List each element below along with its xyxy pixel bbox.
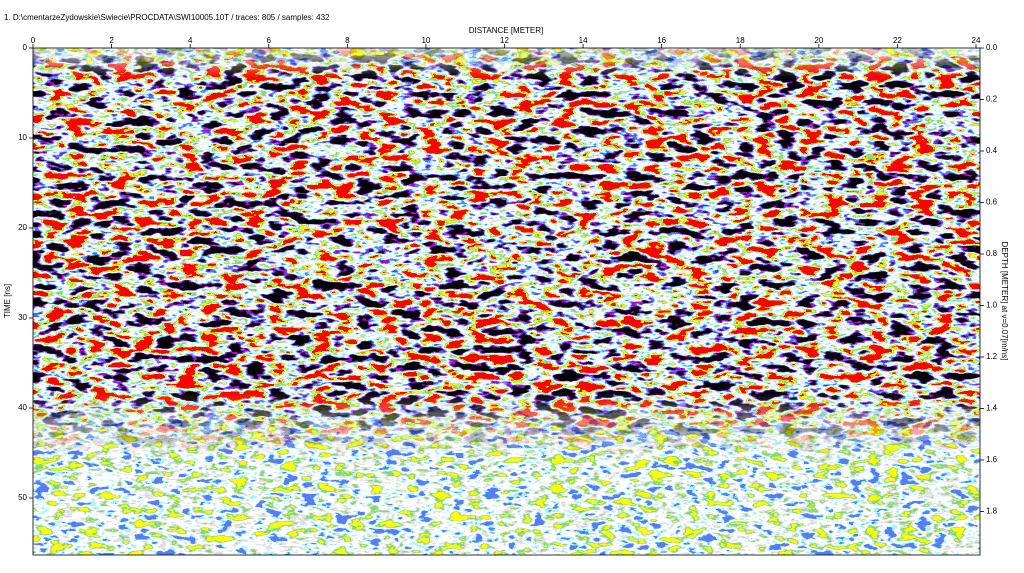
y2-tick-label: 0.8 — [986, 249, 998, 258]
y2-tick-label: 1.4 — [986, 404, 998, 413]
x-tick-label: 14 — [579, 36, 588, 45]
window-title: 1. D:\cmentarzeZydowskie\Swiecie\PROCDAT… — [4, 13, 330, 22]
x-tick-label: 6 — [267, 36, 272, 45]
y2-tick-label: 1.8 — [986, 507, 998, 516]
x-tick-label: 20 — [814, 36, 823, 45]
y-tick-label: 40 — [18, 403, 27, 412]
x-axis-title: DISTANCE [METER] — [469, 26, 544, 35]
y-tick-label: 30 — [18, 313, 27, 322]
y2-tick-label: 1.0 — [986, 301, 998, 310]
y2-tick-label: 0.6 — [986, 198, 998, 207]
y2-tick-label: 1.6 — [986, 455, 998, 464]
x-tick-label: 24 — [972, 36, 981, 45]
x-tick-label: 2 — [109, 36, 114, 45]
x-tick-label: 18 — [736, 36, 745, 45]
x-tick-label: 0 — [31, 36, 36, 45]
x-tick-label: 8 — [345, 36, 350, 45]
x-tick-label: 16 — [657, 36, 666, 45]
y-tick-label: 50 — [18, 493, 27, 502]
radargram-image — [33, 48, 980, 555]
x-tick-label: 4 — [188, 36, 193, 45]
x-tick-label: 12 — [500, 36, 509, 45]
y-tick-label: 20 — [18, 223, 27, 232]
y2-tick-label: 0.0 — [986, 43, 998, 52]
y2-axis-title: DEPTH [METER] at v=0.07[m/ns] — [1000, 242, 1009, 361]
radargram-reflections — [33, 48, 980, 555]
x-tick-label: 22 — [893, 36, 902, 45]
y2-tick-label: 0.2 — [986, 95, 998, 104]
x-tick-label: 10 — [421, 36, 430, 45]
y-tick-label: 10 — [18, 133, 27, 142]
y-tick-label: 0 — [23, 43, 28, 52]
y2-tick-label: 0.4 — [986, 146, 998, 155]
y-axis-title: TIME [ns] — [3, 284, 12, 318]
y2-tick-label: 1.2 — [986, 352, 998, 361]
plot-frame — [32, 47, 981, 556]
